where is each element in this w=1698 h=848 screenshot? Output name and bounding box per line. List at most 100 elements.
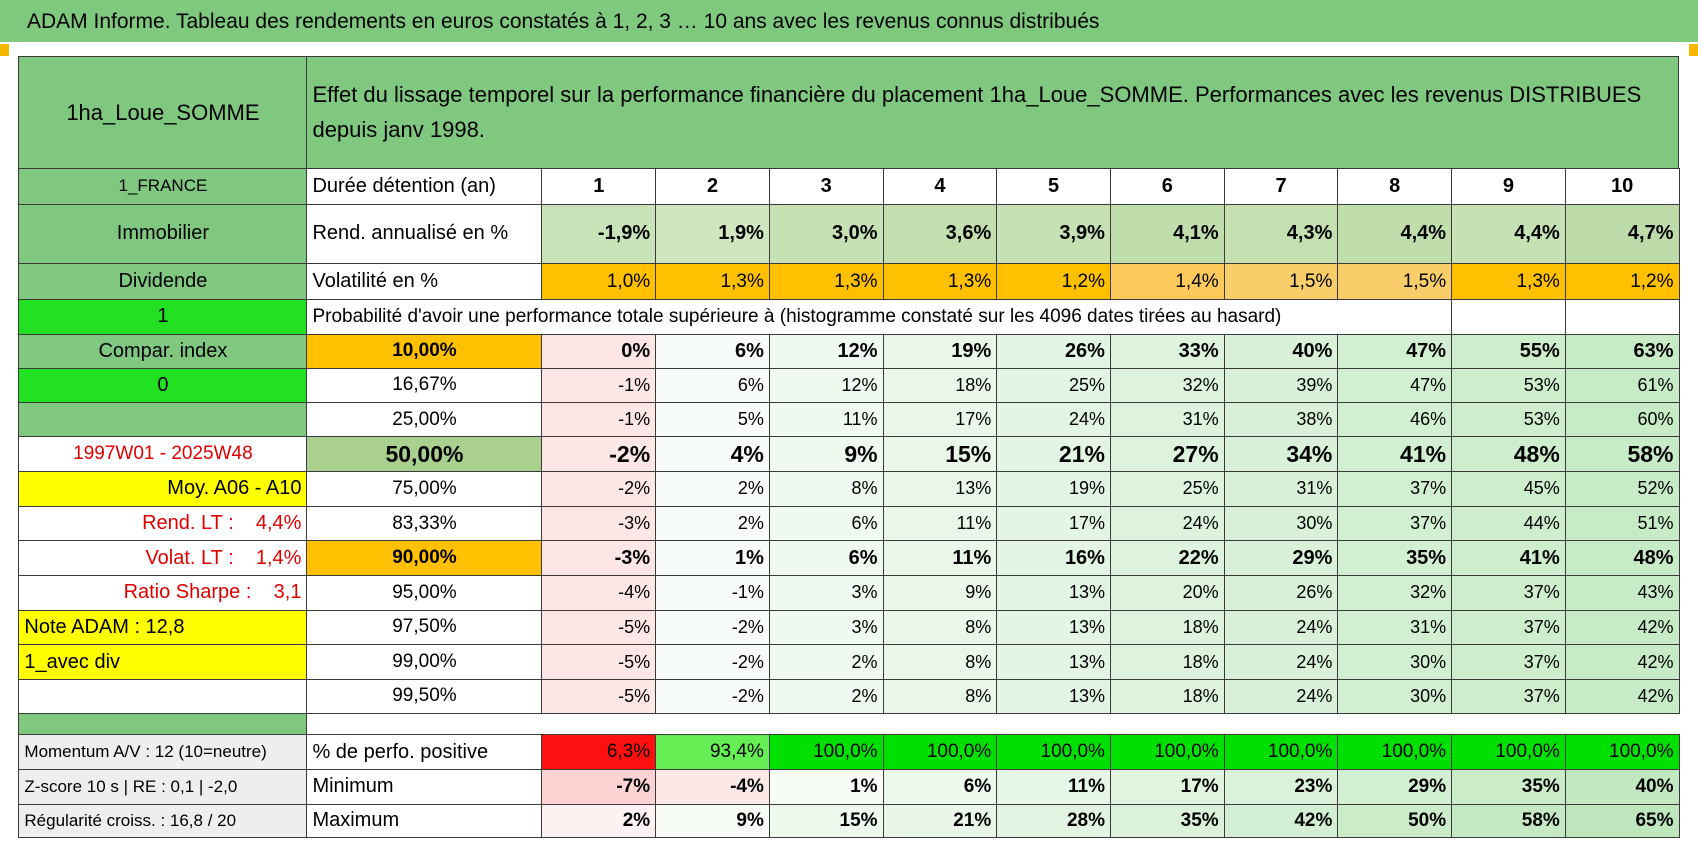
percentile: 95,00%	[306, 575, 543, 611]
probability: 37%	[1451, 678, 1566, 714]
row-label: 1997W01 - 2025W48	[18, 436, 308, 473]
summary-value: 100,0%	[768, 734, 884, 770]
probability: 42%	[1564, 609, 1680, 646]
duration: 1	[541, 167, 657, 205]
volatility: 1,2%	[1564, 263, 1680, 300]
row-label: Moy. A06 - A10	[18, 471, 308, 507]
duration: 4	[882, 167, 998, 205]
probability: 24%	[1109, 505, 1225, 542]
row-header: Minimum	[306, 768, 543, 805]
probability: 2%	[768, 678, 884, 714]
probability: 1%	[655, 540, 770, 576]
volatility: 1,2%	[996, 263, 1111, 300]
volatility: 1,3%	[1451, 263, 1566, 300]
percentile: 50,00%	[306, 436, 543, 473]
annual-return: 4,1%	[1109, 203, 1225, 265]
summary-value: 40%	[1564, 768, 1680, 805]
annual-return: 4,7%	[1564, 203, 1680, 265]
probability: 44%	[1451, 505, 1566, 542]
probability: 27%	[1109, 436, 1225, 473]
row-label: Note ADAM : 12,8	[18, 609, 308, 646]
probability: 25%	[996, 368, 1111, 403]
percentile: 16,67%	[306, 368, 543, 403]
probability: 26%	[1223, 575, 1339, 611]
probability: 20%	[1109, 575, 1225, 611]
section-heading: Probabilité d'avoir une performance tota…	[306, 298, 1453, 335]
probability: 37%	[1451, 575, 1566, 611]
probability: 30%	[1337, 644, 1453, 680]
summary-value: 65%	[1564, 803, 1680, 839]
row-label: 1_FRANCE	[18, 167, 308, 205]
probability: 18%	[882, 368, 998, 403]
summary-value: 93,4%	[655, 734, 770, 770]
percentile: 99,00%	[306, 644, 543, 680]
probability: 37%	[1451, 609, 1566, 646]
summary-value: 6,3%	[541, 734, 657, 770]
summary-value: 23%	[1223, 768, 1339, 805]
probability: -4%	[541, 575, 657, 611]
volatility: 1,3%	[882, 263, 998, 300]
summary-value: -7%	[541, 768, 657, 805]
summary-value: 100,0%	[1564, 734, 1680, 770]
summary-value: 9%	[655, 803, 770, 839]
probability: 41%	[1451, 540, 1566, 576]
row-header: Maximum	[306, 803, 543, 839]
probability: 31%	[1109, 401, 1225, 438]
probability: 35%	[1337, 540, 1453, 576]
summary-value: 100,0%	[1109, 734, 1225, 770]
probability: 17%	[996, 505, 1111, 542]
row-header: Durée détention (an)	[306, 167, 543, 205]
row-label: 0	[18, 368, 308, 403]
empty-cell	[1564, 298, 1680, 335]
probability: 18%	[1109, 678, 1225, 714]
probability: -1%	[541, 401, 657, 438]
probability: -5%	[541, 644, 657, 680]
probability: 18%	[1109, 644, 1225, 680]
row-label: Dividende	[18, 263, 308, 300]
row-label: 1ha_Loue_SOMME	[18, 56, 308, 169]
summary-value: 42%	[1223, 803, 1339, 839]
probability: 47%	[1337, 368, 1453, 403]
probability: 42%	[1564, 644, 1680, 680]
volatility: 1,5%	[1223, 263, 1339, 300]
probability: 42%	[1564, 678, 1680, 714]
probability: 17%	[882, 401, 998, 438]
row-label: 1_avec div	[18, 644, 308, 680]
probability: 63%	[1564, 333, 1680, 370]
summary-value: 1%	[768, 768, 884, 805]
probability: 31%	[1223, 471, 1339, 507]
row-header: Rend. annualisé en %	[306, 203, 543, 265]
probability: 13%	[882, 471, 998, 507]
probability: 6%	[768, 505, 884, 542]
probability: 30%	[1223, 505, 1339, 542]
duration: 9	[1451, 167, 1566, 205]
percentile: 83,33%	[306, 505, 543, 542]
probability: 53%	[1451, 368, 1566, 403]
probability: -2%	[655, 609, 770, 646]
probability: 34%	[1223, 436, 1339, 473]
percentile: 10,00%	[306, 333, 543, 370]
probability: 0%	[541, 333, 657, 370]
probability: 3%	[768, 609, 884, 646]
summary-value: 100,0%	[1223, 734, 1339, 770]
probability: 4%	[655, 436, 770, 473]
probability: 8%	[882, 644, 998, 680]
probability: -2%	[655, 678, 770, 714]
indicator-label: Momentum A/V : 12 (10=neutre)	[18, 734, 308, 770]
probability: 2%	[768, 644, 884, 680]
probability: 48%	[1451, 436, 1566, 473]
probability: 24%	[996, 401, 1111, 438]
probability: 25%	[1109, 471, 1225, 507]
percentile: 97,50%	[306, 609, 543, 646]
empty-cell	[1451, 298, 1566, 335]
probability: 9%	[882, 575, 998, 611]
probability: 39%	[1223, 368, 1339, 403]
page-title: ADAM Informe. Tableau des rendements en …	[27, 10, 1100, 33]
probability: 15%	[882, 436, 998, 473]
volatility: 1,3%	[655, 263, 770, 300]
probability: 51%	[1564, 505, 1680, 542]
spacer	[18, 712, 308, 736]
duration: 2	[655, 167, 770, 205]
probability: -1%	[655, 575, 770, 611]
row-label: Volat. LT : 1,4%	[18, 540, 308, 576]
